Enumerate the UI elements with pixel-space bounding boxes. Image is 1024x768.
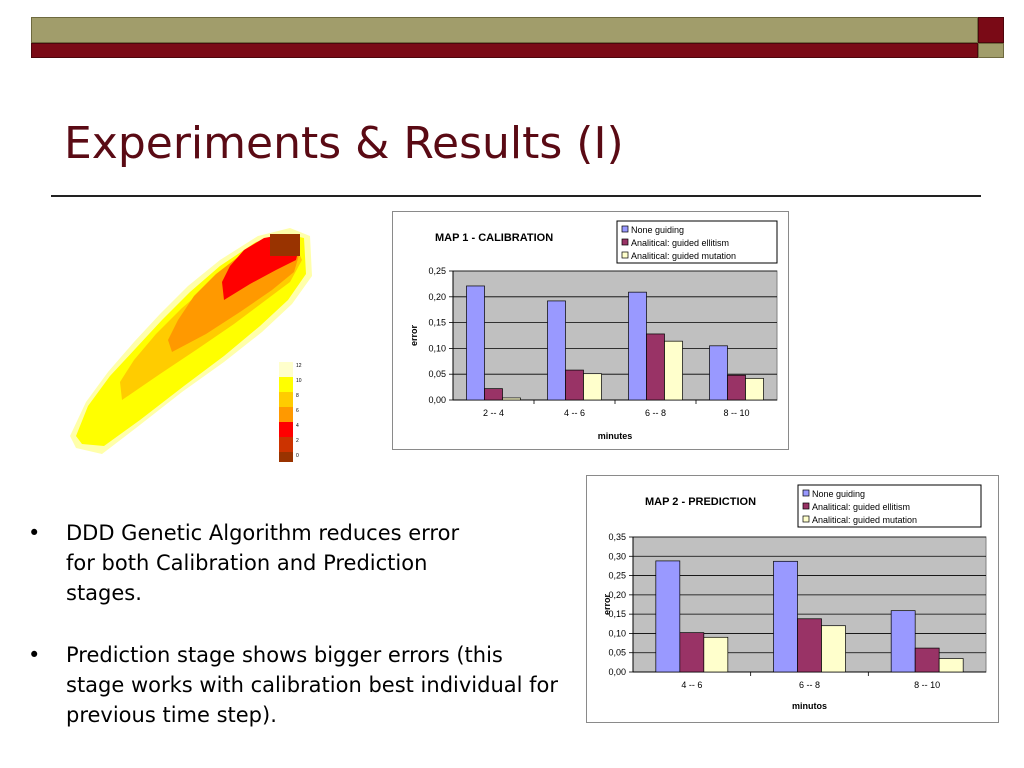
chart-bar	[938, 658, 964, 673]
heatmap-legend-tick: 6	[296, 408, 299, 414]
heatmap-legend-tick: 2	[296, 438, 299, 444]
chart-bar	[914, 647, 940, 673]
chart-y-tick-label: 0,20	[608, 590, 626, 600]
chart-bar	[502, 397, 521, 401]
chart-bar	[628, 291, 647, 401]
chart-bar	[565, 369, 584, 401]
chart-bar	[821, 625, 846, 673]
heatmap-blob	[70, 228, 312, 454]
header-maroon-bar	[31, 43, 978, 58]
heatmap-legend-swatch	[279, 437, 293, 452]
chart-bar	[655, 560, 681, 673]
chart-y-tick-label: 0,30	[608, 551, 626, 561]
heatmap-legend-tick: 10	[296, 378, 302, 384]
heatmap-legend-swatch	[279, 362, 293, 377]
heatmap-legend-tick: 12	[296, 363, 302, 369]
chart-bar	[773, 560, 798, 673]
chart-legend-swatch	[621, 238, 629, 246]
chart-bar	[745, 377, 764, 401]
heatmap-legend-swatch	[279, 377, 293, 392]
chart-bar	[709, 345, 728, 401]
chart-x-tick-label: 4 -- 6	[681, 680, 702, 690]
heatmap-legend-tick: 0	[296, 453, 299, 459]
chart-x-tick-label: 6 -- 8	[799, 680, 820, 690]
bullet-list: • DDD Genetic Algorithm reduces error fo…	[28, 518, 558, 762]
chart-x-axis-label: minutos	[792, 701, 827, 711]
chart-y-tick-label: 0,15	[608, 609, 626, 619]
chart-y-tick-label: 0,35	[608, 532, 626, 542]
chart-bar	[583, 373, 602, 401]
chart-x-axis-label: minutes	[598, 431, 633, 441]
chart-x-tick-label: 6 -- 8	[645, 408, 666, 418]
chart-y-tick-label: 0,10	[608, 628, 626, 638]
header-corner-olive-square	[978, 43, 1004, 58]
chart-calibration-svg: MAP 1 - CALIBRATION None guiding Analitica…	[409, 220, 778, 441]
bullet-text: DDD Genetic Algorithm reduces error for …	[66, 521, 460, 605]
chart-y-tick-label: 0,10	[428, 343, 446, 353]
heatmap-legend-swatch	[279, 407, 293, 422]
chart-bar	[703, 636, 729, 673]
heatmap-legend-swatch	[279, 392, 293, 407]
chart-bar	[797, 618, 822, 673]
chart-legend-label: Analitical: guided ellitism	[631, 238, 729, 248]
chart-bar	[664, 340, 683, 401]
chart-legend-frame	[797, 484, 982, 528]
chart-title: MAP 2 - PREDICTION	[645, 496, 756, 508]
chart-bar	[484, 388, 503, 401]
heatmap-legend: 12 10 8 6 4 2 0	[279, 362, 302, 462]
chart-y-tick-label: 0,00	[608, 667, 626, 677]
chart-y-tick-label: 0,15	[428, 318, 446, 328]
chart-calibration: MAP 1 - CALIBRATION None guiding Analitica…	[392, 211, 789, 450]
heatmap-legend-tick: 4	[296, 423, 299, 429]
chart-legend-swatch	[802, 502, 810, 510]
chart-y-tick-label: 0,00	[428, 395, 446, 405]
title-divider	[51, 195, 981, 197]
heatmap-legend-tick: 8	[296, 393, 299, 399]
bullet-text: Prediction stage shows bigger errors (th…	[66, 643, 559, 727]
heatmap-zone-brown	[270, 234, 300, 256]
chart-x-tick-label: 2 -- 4	[483, 408, 504, 418]
chart-legend-swatch	[621, 225, 629, 233]
chart-legend: None guiding Analitical: guided ellitism A…	[616, 220, 778, 264]
chart-legend-label: Analitical: guided mutation	[812, 515, 917, 525]
bullet-marker: •	[28, 521, 41, 545]
bullet-marker: •	[28, 643, 41, 667]
chart-title: MAP 1 - CALIBRATION	[435, 232, 553, 244]
chart-bar	[679, 632, 705, 673]
chart-x-tick-label: 8 -- 10	[914, 680, 940, 690]
chart-y-axis-label: error	[409, 325, 419, 347]
chart-y-tick-label: 0,05	[608, 648, 626, 658]
chart-bar	[890, 610, 916, 673]
chart-bar	[466, 285, 485, 401]
chart-legend-label: None guiding	[631, 225, 684, 235]
chart-legend-swatch	[802, 489, 810, 497]
chart-legend-label: Analitical: guided mutation	[631, 251, 736, 261]
chart-y-tick-label: 0,20	[428, 292, 446, 302]
chart-bar	[646, 333, 665, 401]
chart-legend-label: Analitical: guided ellitism	[812, 502, 910, 512]
chart-bar	[727, 374, 746, 401]
chart-y-axis-label: error	[602, 594, 612, 616]
chart-legend-label: None guiding	[812, 489, 865, 499]
bullet-item: • DDD Genetic Algorithm reduces error fo…	[28, 518, 486, 608]
chart-x-tick-label: 8 -- 10	[723, 408, 749, 418]
bullet-item: • Prediction stage shows bigger errors (…	[28, 640, 566, 730]
fire-spread-heatmap: 12 10 8 6 4 2 0	[70, 228, 312, 462]
chart-y-tick-label: 0,05	[428, 369, 446, 379]
chart-prediction: MAP 2 - PREDICTION None guiding Analitical…	[586, 475, 999, 723]
chart-y-tick-label: 0,25	[428, 266, 446, 276]
header-corner-maroon-square	[978, 17, 1004, 43]
header-olive-bar	[31, 17, 978, 43]
chart-prediction-svg: MAP 2 - PREDICTION None guiding Analitical…	[602, 484, 987, 711]
chart-y-tick-label: 0,25	[608, 571, 626, 581]
chart-legend-swatch	[621, 251, 629, 259]
chart-bar	[547, 300, 566, 401]
heatmap-legend-swatch	[279, 422, 293, 437]
chart-legend: None guiding Analitical: guided ellitism A…	[797, 484, 982, 528]
chart-legend-frame	[616, 220, 778, 264]
heatmap-legend-swatch	[279, 452, 293, 462]
chart-legend-swatch	[802, 515, 810, 523]
chart-x-tick-label: 4 -- 6	[564, 408, 585, 418]
slide-title: Experiments & Results (I)	[64, 118, 624, 169]
